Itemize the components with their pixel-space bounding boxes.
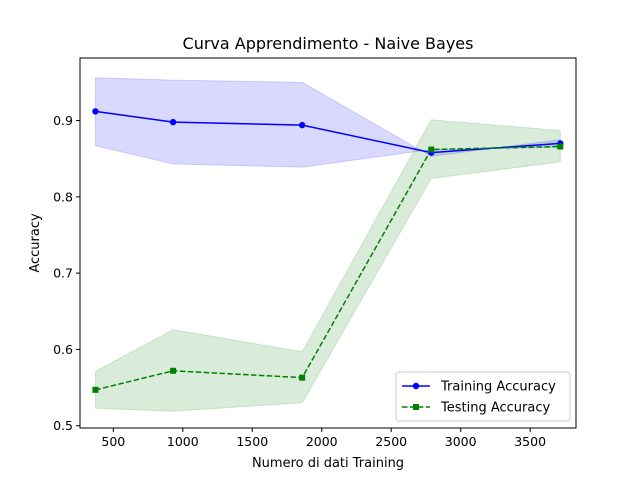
y-tick-label: 0.9 [53, 113, 73, 128]
y-tick-label: 0.8 [53, 189, 73, 204]
training-accuracy-legend-marker [412, 382, 420, 390]
x-tick-label: 1500 [236, 434, 268, 449]
y-tick-label: 0.5 [53, 418, 73, 433]
x-axis-ticks: 500 1000 1500 2000 2500 3000 3500 [101, 428, 546, 449]
testing-accuracy-point [557, 143, 564, 150]
series-markers [92, 108, 564, 393]
x-axis-label: Numero di dati Training [252, 456, 404, 471]
x-tick-label: 1000 [167, 434, 199, 449]
x-tick-label: 3500 [514, 434, 546, 449]
testing-accuracy-point [299, 374, 306, 381]
testing-accuracy-point [170, 367, 177, 374]
legend: Training Accuracy Testing Accuracy [395, 371, 571, 422]
training-accuracy-point [298, 121, 306, 129]
y-tick-label: 0.7 [53, 266, 73, 281]
training-accuracy-legend-label: Training Accuracy [440, 380, 556, 395]
chart-title: Curva Apprendimento - Naive Bayes [183, 34, 474, 53]
y-axis-ticks: 0.5 0.6 0.7 0.8 0.9 [53, 113, 80, 433]
x-tick-label: 2000 [306, 434, 338, 449]
testing-accuracy-point [428, 146, 435, 153]
testing-accuracy-legend-label: Testing Accuracy [440, 401, 550, 416]
legend-box [395, 371, 571, 422]
training-accuracy-point [169, 118, 177, 126]
testing-accuracy-legend-marker [413, 404, 419, 410]
testing-accuracy-point [92, 386, 99, 393]
testing-accuracy-band [94, 119, 561, 412]
x-tick-label: 2500 [375, 434, 407, 449]
x-tick-label: 3000 [445, 434, 477, 449]
y-tick-label: 0.6 [53, 342, 73, 357]
x-tick-label: 500 [101, 434, 125, 449]
training-accuracy-point [92, 108, 99, 115]
plot-frame [79, 57, 577, 429]
y-axis-label: Accuracy [28, 213, 43, 273]
